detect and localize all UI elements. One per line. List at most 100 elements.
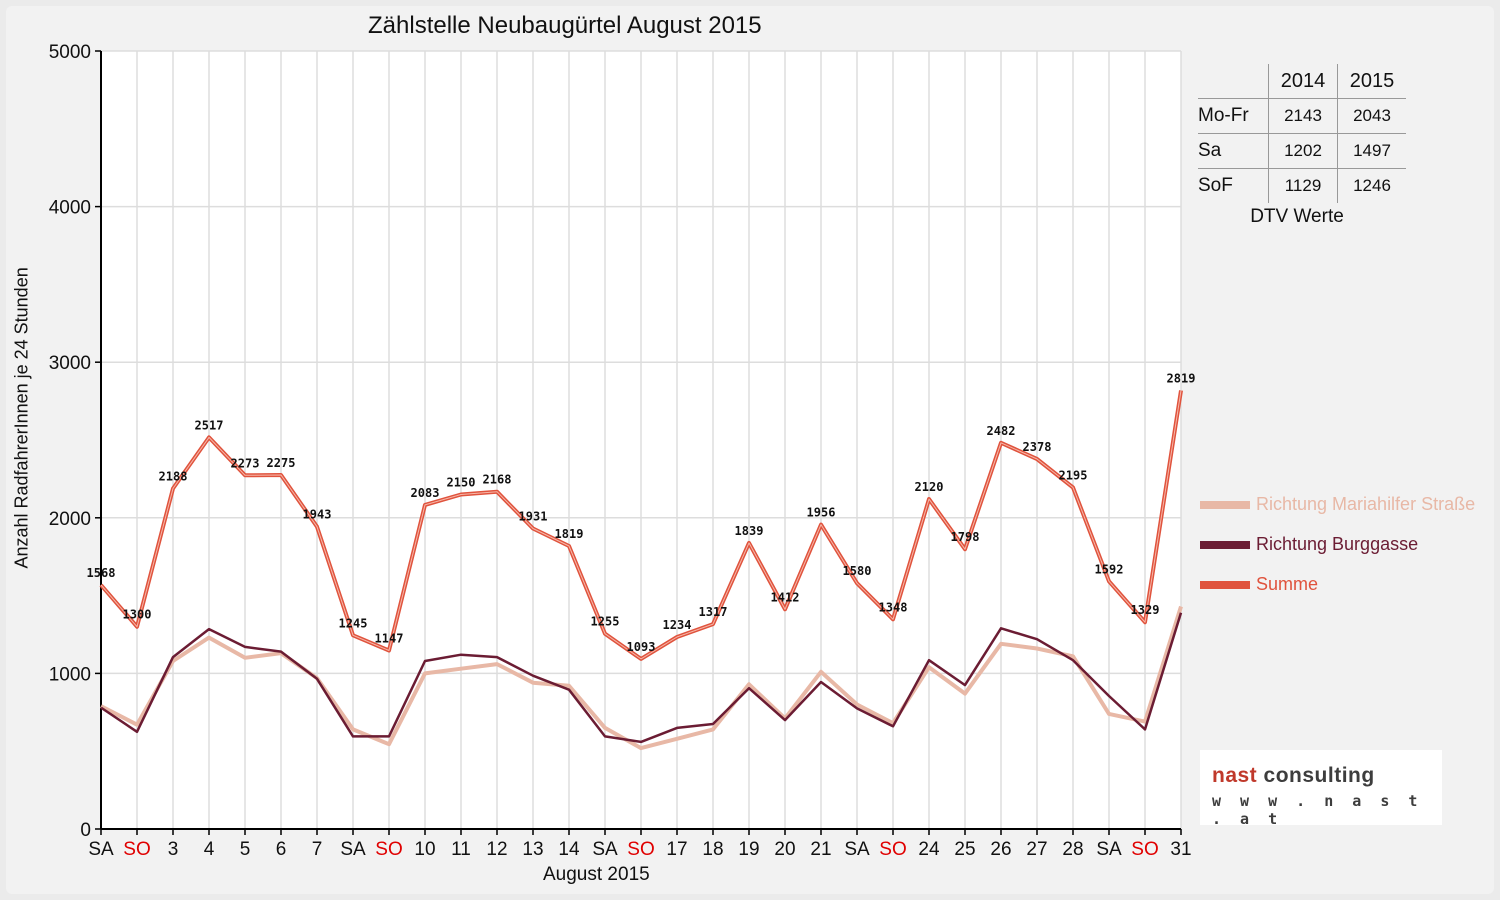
data-label: 1798 [951,530,980,544]
x-tick-label: SO [627,839,654,860]
x-tick-label: 25 [954,839,975,860]
data-label: 2083 [411,486,440,500]
x-tick-label: 27 [1026,839,1047,860]
dtv-cell: 2043 [1337,98,1406,134]
legend-item-summe: Summe [1200,574,1318,595]
series-line-1 [100,612,1183,744]
data-label: 2273 [231,456,260,470]
x-tick-label: SO [123,839,150,860]
x-tick-label: 17 [666,839,687,860]
x-tick-label: SO [1131,839,1158,860]
x-tick-label: 26 [990,839,1011,860]
data-label: 2195 [1059,468,1088,482]
data-label: 1348 [879,600,908,614]
data-label: 2120 [915,480,944,494]
dtv-row-label: SoF [1198,168,1269,203]
x-tick-label: 11 [451,839,471,860]
data-label: 1300 [123,608,152,622]
x-tick-label: SO [375,839,402,860]
x-tick-label: 7 [312,839,323,860]
x-tick-label: SA [592,839,618,860]
series-lines [99,390,1183,751]
data-label: 1147 [375,632,404,646]
logo-text-nast: nast [1212,764,1258,787]
series-line-0 [100,605,1183,751]
x-tick-label: 14 [558,839,580,860]
data-label: 2188 [159,470,188,484]
y-tick-label: 1000 [49,664,91,685]
x-tick-label: 10 [414,839,435,860]
dtv-cell: 1202 [1268,133,1338,169]
legend-item-mariahilfer: Richtung Mariahilfer Straße [1200,494,1475,515]
data-label: 2168 [483,473,512,487]
x-tick-label: 12 [486,839,507,860]
y-axis-label: Anzahl RadfahrerInnen je 24 Stunden [11,267,32,569]
series-line-highlight [100,390,1182,660]
dtv-caption: DTV Werte [1250,206,1344,227]
legend-swatch [1200,541,1250,550]
grid [100,50,1182,830]
dtv-cell: 2143 [1268,98,1338,134]
data-label: 1412 [771,590,800,604]
data-label: 1956 [807,506,836,520]
data-label: 1839 [735,524,764,538]
legend-label: Summe [1256,574,1319,594]
x-tick-label: SA [1096,839,1122,860]
x-axis-label: August 2015 [543,864,650,885]
data-label: 1093 [627,640,656,654]
dtv-cell: 1129 [1268,168,1338,203]
data-labels: 1568 1300 2188 2517 2273 2275 1943 1245 1147 2083… [87,371,1196,654]
x-tick-label: 28 [1062,839,1083,860]
dtv-row-label: Mo-Fr [1198,98,1269,134]
data-label: 2378 [1023,440,1052,454]
chart-title: Zählstelle Neubaugürtel August 2015 [368,12,762,39]
x-tick-label: 5 [240,839,251,860]
legend-swatch [1200,581,1250,590]
legend-item-burggasse: Richtung Burggasse [1200,534,1418,555]
legend-label: Richtung Burggasse [1256,534,1419,554]
x-tick-label: 19 [738,839,759,860]
y-tick-label: 4000 [49,198,91,219]
dtv-header-2014: 2014 [1268,64,1338,99]
axes [95,50,1182,835]
legend-label: Richtung Mariahilfer Straße [1256,494,1476,514]
x-tick-label: 3 [168,839,179,860]
x-tick-label: SO [879,839,906,860]
data-label: 1245 [339,616,368,630]
logo-text-consulting: consulting [1263,764,1375,787]
data-label: 1943 [303,508,332,522]
company-logo: nast consulting w w w . n a s t . a t [1200,750,1442,828]
data-label: 2819 [1167,371,1196,385]
dtv-corner [1198,64,1269,99]
dtv-row-label: Sa [1198,133,1269,169]
data-label: 1234 [663,618,692,632]
data-label: 1819 [555,527,584,541]
data-label: 2150 [447,475,476,489]
data-label: 2275 [267,456,296,470]
dtv-cell: 1497 [1337,133,1406,169]
x-tick-label: 21 [810,839,831,860]
x-tick-label: 18 [702,839,723,860]
y-tick-label: 0 [80,820,91,841]
legend-swatch [1200,501,1250,510]
x-tick-label: SA [340,839,366,860]
y-tick-label: 5000 [49,42,91,63]
data-label: 1568 [87,566,116,580]
data-label: 1329 [1131,603,1160,617]
data-label: 1580 [843,564,872,578]
data-label: 2482 [987,424,1016,438]
data-label: 1317 [699,605,728,619]
y-tick-label: 3000 [49,353,91,374]
data-label: 1931 [519,510,548,524]
dtv-cell: 1246 [1337,168,1406,203]
dtv-header-2015: 2015 [1337,64,1406,99]
logo-url: w w w . n a s t . a t [1212,792,1423,828]
x-tick-label: 13 [522,839,543,860]
x-tick-label: 31 [1170,839,1191,860]
dtv-table: 2014 2015 Mo-Fr 2143 2043 Sa 1202 1497 S… [1198,64,1448,228]
x-tick-label: 6 [276,839,287,860]
data-label: 2517 [195,418,224,432]
x-tick-label: 24 [918,839,940,860]
data-label: 1255 [591,615,620,629]
